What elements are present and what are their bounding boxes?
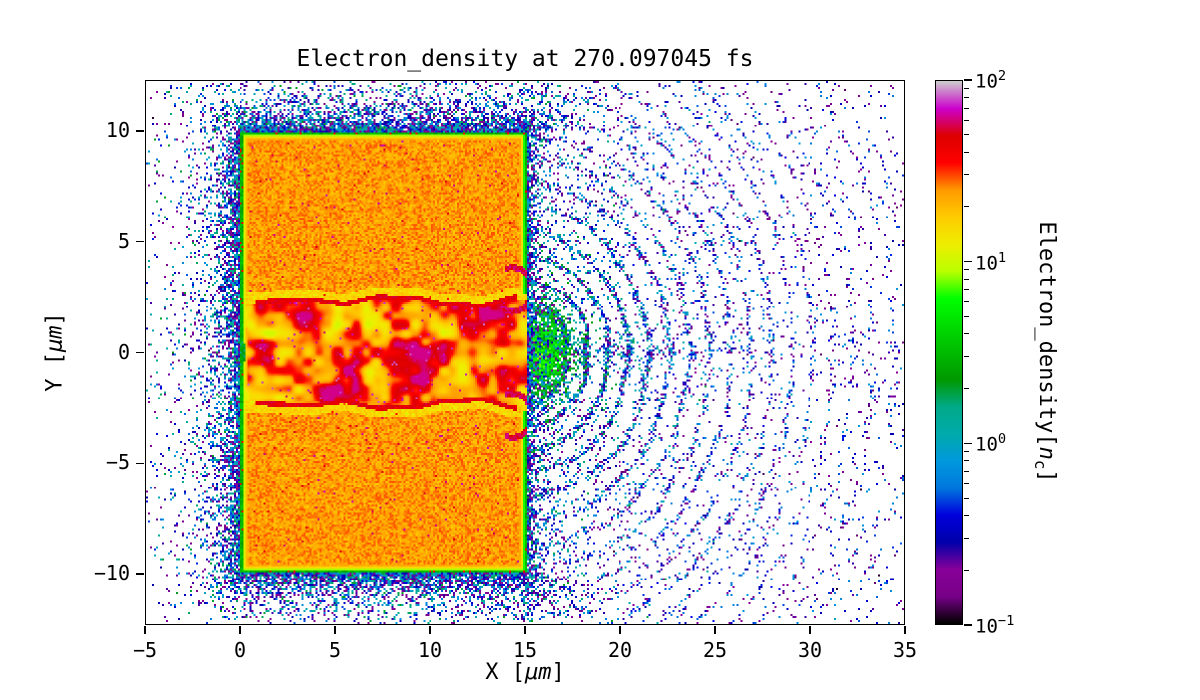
- colorbar-minor-tick-mark: [964, 460, 969, 462]
- x-axis-label: X [μm]: [145, 660, 905, 685]
- colorbar-tick-label: 101: [975, 250, 1006, 274]
- colorbar-minor-tick-mark: [964, 289, 969, 291]
- colorbar-tick-label: 10−1: [975, 613, 1014, 637]
- colorbar-minor-tick-mark: [964, 333, 969, 335]
- x-tick-label: 20: [607, 638, 633, 662]
- x-axis-label-unit: μm: [525, 660, 552, 685]
- x-tick-label: 30: [797, 638, 823, 662]
- colorbar-minor-tick-mark: [964, 356, 969, 358]
- heatmap-canvas: [146, 81, 904, 624]
- colorbar-minor-tick-mark: [964, 483, 969, 485]
- colorbar-minor-tick-mark: [964, 515, 969, 517]
- y-tick-label: −5: [105, 450, 130, 475]
- y-tick-label: 10: [105, 117, 130, 142]
- y-tick-mark: [136, 240, 144, 243]
- x-tick-label: 15: [512, 638, 538, 662]
- colorbar-tick-label: 100: [975, 431, 1006, 455]
- x-tick-label: 5: [328, 638, 342, 662]
- colorbar-tick-base: 10: [975, 615, 998, 638]
- colorbar-tick-base: 10: [975, 433, 998, 456]
- colorbar: [935, 80, 963, 625]
- colorbar-minor-tick-mark: [964, 537, 969, 539]
- colorbar-label: Electron_density[nc]: [1031, 221, 1059, 482]
- colorbar-canvas: [936, 81, 962, 624]
- colorbar-tick-mark: [964, 260, 972, 263]
- colorbar-minor-tick-mark: [964, 451, 969, 453]
- colorbar-tick-label: 102: [975, 68, 1006, 92]
- chart-title: Electron_density at 270.097045 fs: [296, 46, 754, 72]
- plot-area: [145, 80, 905, 625]
- colorbar-minor-tick-mark: [964, 388, 969, 390]
- colorbar-minor-tick-mark: [964, 119, 969, 121]
- y-tick-mark: [136, 573, 144, 575]
- colorbar-minor-tick-mark: [964, 87, 969, 89]
- colorbar-tick-base: 10: [975, 70, 998, 93]
- colorbar-label-symbol: n: [1034, 446, 1060, 460]
- colorbar-minor-tick-mark: [964, 174, 969, 176]
- x-tick-mark: [524, 626, 526, 634]
- x-tick-label: 10: [417, 638, 443, 662]
- colorbar-minor-tick-mark: [964, 269, 969, 271]
- y-tick-mark: [136, 130, 144, 132]
- x-tick-mark: [714, 626, 716, 634]
- y-tick-mark: [136, 462, 144, 465]
- x-tick-mark: [429, 626, 431, 634]
- colorbar-tick-base: 10: [975, 251, 998, 274]
- colorbar-minor-tick-mark: [964, 151, 969, 153]
- colorbar-label-subscript: c: [1030, 459, 1050, 470]
- colorbar-minor-tick-mark: [964, 315, 969, 317]
- colorbar-minor-tick-mark: [964, 134, 969, 136]
- colorbar-tick-mark: [964, 624, 972, 626]
- x-tick-mark: [904, 626, 906, 634]
- x-tick-label: 0: [233, 638, 247, 662]
- x-tick-label: 35: [892, 638, 918, 662]
- x-tick-mark: [809, 626, 811, 634]
- colorbar-label-pre: Electron_density[: [1034, 221, 1060, 447]
- colorbar-minor-tick-mark: [964, 569, 969, 571]
- colorbar-tick-mark: [964, 442, 972, 445]
- x-tick-mark: [144, 626, 146, 634]
- x-axis-label-prefix: X [: [485, 660, 525, 685]
- colorbar-minor-tick-mark: [964, 497, 969, 499]
- colorbar-tick-exponent: −1: [997, 613, 1015, 629]
- colorbar-tick-exponent: 1: [997, 249, 1007, 266]
- x-tick-mark: [239, 626, 241, 634]
- x-tick-mark: [619, 626, 621, 634]
- colorbar-minor-tick-mark: [964, 107, 969, 109]
- colorbar-minor-tick-mark: [964, 97, 969, 99]
- y-tick-mark: [136, 351, 144, 354]
- colorbar-minor-tick-mark: [964, 301, 969, 303]
- x-axis-label-suffix: ]: [551, 660, 565, 685]
- colorbar-minor-tick-mark: [964, 470, 969, 472]
- x-tick-mark: [334, 626, 336, 634]
- colorbar-tick-exponent: 0: [997, 431, 1007, 448]
- colorbar-minor-tick-mark: [964, 206, 969, 208]
- colorbar-tick-mark: [964, 79, 972, 81]
- y-tick-label: 0: [117, 339, 130, 364]
- y-tick-label: −10: [93, 561, 130, 586]
- y-tick-label: 5: [117, 228, 130, 253]
- colorbar-tick-exponent: 2: [997, 68, 1007, 84]
- x-tick-label: −5: [132, 638, 158, 662]
- y-axis-label-suffix: ]: [42, 312, 68, 326]
- x-tick-label: 25: [702, 638, 728, 662]
- colorbar-minor-tick-mark: [964, 278, 969, 280]
- colorbar-label-post: ]: [1034, 469, 1060, 483]
